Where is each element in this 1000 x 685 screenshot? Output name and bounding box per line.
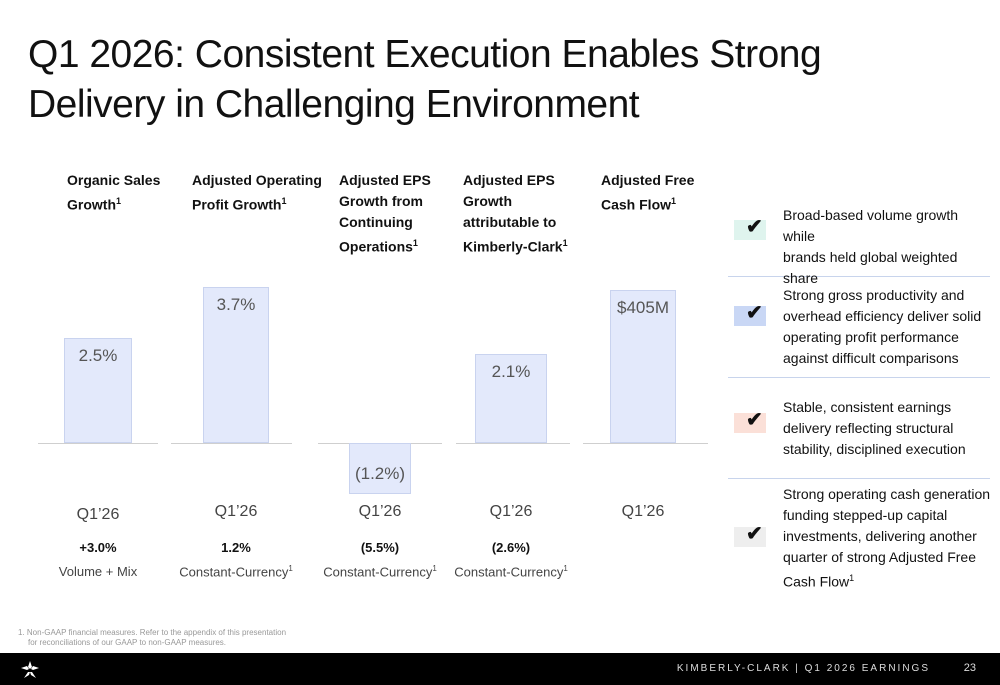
footnote-ref: 1 <box>563 564 568 573</box>
chart-bar <box>610 289 676 443</box>
metric-header-line: Adjusted EPS <box>339 172 431 188</box>
page-title: Q1 2026: Consistent Execution Enables St… <box>28 33 822 126</box>
period-label: Q1’26 <box>76 506 120 523</box>
metric-header-line: Adjusted Free <box>601 172 695 188</box>
metric-header: Adjusted EPS Growth attributable to Kimberl… <box>463 170 568 258</box>
chart-bar <box>64 337 132 443</box>
highlight-line: Strong operating cash generation <box>783 486 991 502</box>
highlight-divider <box>728 478 990 479</box>
highlight-divider <box>728 377 990 378</box>
highlight-line: against difficult comparisons <box>783 350 959 366</box>
checkmark-icon: ✔ <box>734 523 766 547</box>
highlight-text: Strong gross productivity and overhead ef… <box>783 285 993 369</box>
highlight-line: operating profit performance <box>783 329 959 345</box>
metric-header-line: Organic Sales <box>67 172 161 188</box>
highlight-text: Strong operating cash generation funding … <box>783 484 993 593</box>
checkmark-icon: ✔ <box>734 409 766 433</box>
highlight-line: Stable, consistent earnings <box>783 399 952 415</box>
bar-value-label: 2.1% <box>491 362 531 382</box>
highlight-text: Broad-based volume growth while brands he… <box>783 205 993 289</box>
highlight-line: investments, delivering another <box>783 528 977 544</box>
bar-value-label: (1.2%) <box>354 463 406 483</box>
metric-header-line: Adjusted Operating <box>192 172 322 188</box>
highlight-text: Stable, consistent earnings delivery refl… <box>783 397 993 460</box>
footnote-ref: 1 <box>562 238 568 248</box>
highlight-line: Cash Flow <box>783 573 850 590</box>
footnote-ref: 1 <box>671 196 677 206</box>
metric-header: Organic Sales Growth1 <box>67 170 160 216</box>
metric-header-line: Growth <box>463 193 512 209</box>
metric-header: Adjusted Operating Profit Growth1 <box>192 170 322 216</box>
metric-header-line: Profit Growth <box>192 196 282 213</box>
chart-bar <box>349 443 411 494</box>
sub-metric-value: (2.6%) <box>491 540 531 555</box>
footnote-ref: 1 <box>849 573 855 583</box>
checkmark-icon: ✔ <box>734 302 766 326</box>
footnote-ref: 1 <box>412 238 418 248</box>
highlight-line: stability, disciplined execution <box>783 441 966 457</box>
metric-header-line: Growth <box>67 196 116 213</box>
sub-metric-label: Constant-Currency1 <box>179 564 293 580</box>
sub-metric-label: Constant-Currency1 <box>323 564 437 580</box>
bar-baseline <box>583 443 708 444</box>
highlight-line: delivery reflecting structural <box>783 420 954 436</box>
bar-baseline <box>456 443 570 444</box>
footnote-marker: 1. <box>18 628 25 637</box>
highlight-line: quarter of strong Adjusted Free <box>783 549 976 565</box>
bar-value-label: $405M <box>617 297 669 317</box>
sub-metric-value: 1.2% <box>221 540 251 555</box>
metric-header-line: Cash Flow <box>601 196 672 213</box>
metric-header: Adjusted EPS Growth from Continuing Operati… <box>339 170 431 258</box>
highlight-divider <box>728 276 990 277</box>
chart-bar <box>475 354 547 443</box>
sub-metric-label: Constant-Currency1 <box>454 564 568 580</box>
metric-header-line: attributable to <box>463 214 557 230</box>
footnote-line-1: Non-GAAP financial measures. Refer to th… <box>26 628 287 637</box>
checkmark-icon: ✔ <box>734 216 766 240</box>
sub-metric-value: (5.5%) <box>360 540 400 555</box>
highlight-line: Broad-based volume growth while <box>783 207 959 244</box>
period-label: Q1’26 <box>358 503 402 520</box>
sub-metric-label: Volume + Mix <box>58 564 138 579</box>
sub-metric-value: +3.0% <box>79 540 117 555</box>
metric-header-line: Kimberly-Clark <box>463 238 563 255</box>
kimberly-clark-logo-icon <box>21 661 39 678</box>
highlight-line: funding stepped-up capital <box>783 507 948 523</box>
footnote-ref: 1 <box>116 196 122 206</box>
footnote-ref: 1 <box>281 196 287 206</box>
highlight-line: Strong gross productivity and <box>783 287 965 303</box>
metric-header-line: Operations <box>339 238 413 255</box>
period-label: Q1’26 <box>621 503 665 520</box>
bar-baseline <box>38 443 158 444</box>
footnote-line-2: for reconciliations of our GAAP to non-G… <box>28 638 227 647</box>
metric-header-line: Growth from <box>339 193 423 209</box>
bar-baseline <box>171 443 292 444</box>
footer-company: KIMBERLY-CLARK | Q1 2026 EARNINGS <box>676 663 930 674</box>
page-number: 23 <box>963 662 976 674</box>
period-label: Q1’26 <box>214 503 258 520</box>
metric-header-line: Adjusted EPS <box>463 172 555 188</box>
footer-bar: KIMBERLY-CLARK | Q1 2026 EARNINGS 23 <box>0 653 1000 685</box>
period-label: Q1’26 <box>489 503 533 520</box>
footnote-ref: 1 <box>288 564 293 573</box>
footnote-ref: 1 <box>432 564 437 573</box>
metric-header-line: Continuing <box>339 214 413 230</box>
bar-value-label: 2.5% <box>78 345 118 365</box>
metric-header: Adjusted Free Cash Flow1 <box>601 170 694 216</box>
chart-bar <box>203 286 269 443</box>
footnote: 1. Non-GAAP financial measures. Refer to… <box>18 628 288 648</box>
bar-value-label: 3.7% <box>216 294 256 314</box>
highlight-line: brands held global weighted share <box>783 249 958 286</box>
highlight-line: overhead efficiency deliver solid <box>783 308 982 324</box>
